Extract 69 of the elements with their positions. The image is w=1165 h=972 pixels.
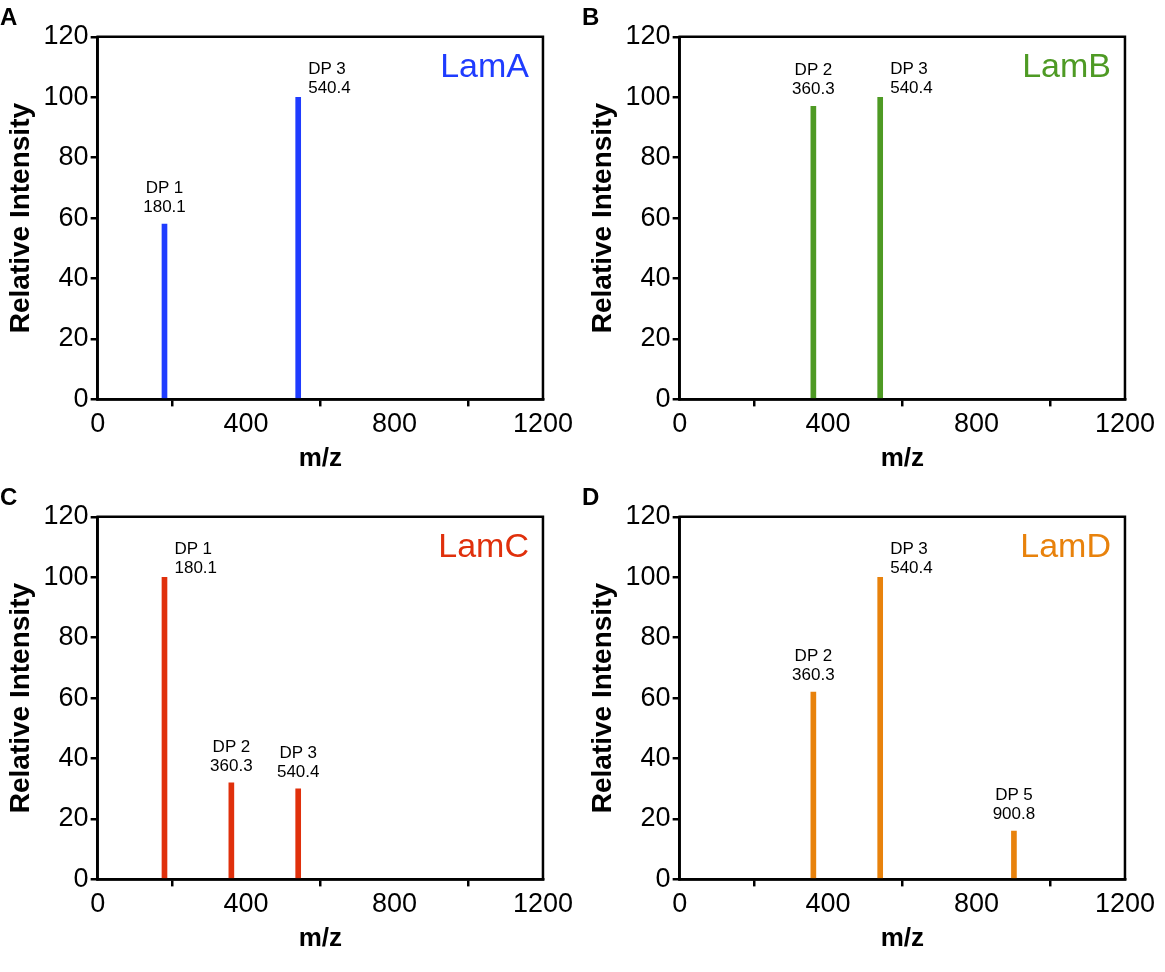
x-tick-label: 400: [805, 888, 851, 919]
annotation: DP 3 540.4: [308, 59, 351, 98]
y-tick-label: 100: [43, 560, 89, 591]
y-tick-label: 0: [655, 382, 671, 413]
x-tick-label: 800: [954, 408, 1000, 439]
y-tick-label: 80: [58, 621, 89, 652]
chart-title: C: [0, 483, 18, 511]
y-tick-label: 60: [58, 201, 89, 232]
annotation: DP 3 540.4: [890, 59, 933, 98]
bar: [1011, 830, 1017, 879]
y-tick-label: 20: [640, 322, 671, 353]
x-axis-title: m/z: [880, 441, 924, 472]
x-tick-label: 400: [223, 888, 269, 919]
y-axis-title: Relative Intensity: [585, 102, 617, 334]
x-tick-label: 1200: [1094, 408, 1156, 439]
y-tick-label: 20: [640, 802, 671, 833]
x-tick-label: 1200: [1094, 888, 1156, 919]
y-tick-label: 80: [640, 141, 671, 172]
x-tick-label: 400: [223, 408, 269, 439]
y-tick-label: 40: [58, 261, 89, 292]
text: LamB: [1022, 46, 1111, 85]
annotation: DP 3 540.4: [276, 742, 320, 781]
y-tick-label: 80: [58, 141, 89, 172]
x-tick-label: 1200: [512, 888, 574, 919]
x-tick-label: 800: [372, 408, 418, 439]
x-axis-title: m/z: [298, 921, 342, 952]
y-axis-title: Relative Intensity: [3, 102, 35, 334]
bar: [295, 788, 302, 879]
chart-title: A: [0, 3, 18, 31]
x-tick-label: 800: [372, 888, 418, 919]
annotation: DP 3 540.4: [890, 539, 933, 578]
annotation: DP 2 360.3: [210, 736, 253, 775]
annotation: DP 1 180.1: [143, 178, 186, 217]
x-axis-title: m/z: [298, 441, 342, 472]
y-tick-label: 120: [43, 500, 89, 531]
y-axis-title: Relative Intensity: [3, 582, 35, 814]
y-tick-label: 20: [58, 322, 89, 353]
y-tick-label: 20: [58, 802, 89, 833]
annotation: DP 5 900.8: [992, 785, 1036, 824]
y-tick-label: 60: [58, 681, 89, 712]
y-tick-label: 0: [73, 862, 89, 893]
x-tick-label: 800: [954, 888, 1000, 919]
x-tick-label: 400: [805, 408, 851, 439]
bar: [877, 576, 884, 879]
chart-title: D: [582, 483, 600, 511]
y-tick-label: 0: [73, 382, 89, 413]
y-tick-label: 100: [625, 560, 671, 591]
y-tick-label: 100: [625, 80, 671, 111]
text: LamD: [1020, 526, 1111, 565]
y-tick-label: 40: [640, 261, 671, 292]
text: LamA: [440, 46, 530, 85]
x-axis-title: m/z: [880, 921, 924, 952]
text: LamC: [438, 526, 529, 565]
x-tick-label: 1200: [512, 408, 574, 439]
y-tick-label: 60: [640, 681, 671, 712]
y-axis-title: Relative Intensity: [585, 582, 617, 814]
y-tick-label: 40: [640, 741, 671, 772]
y-tick-label: 60: [640, 201, 671, 232]
annotation: DP 2 360.3: [792, 60, 835, 99]
y-tick-label: 120: [625, 500, 671, 531]
annotation: DP 2 360.3: [792, 646, 835, 685]
y-tick-label: 120: [625, 20, 671, 51]
chart-title: B: [582, 3, 600, 31]
y-tick-label: 40: [58, 741, 89, 772]
y-tick-label: 0: [655, 862, 671, 893]
annotation: DP 1 180.1: [174, 539, 218, 578]
y-tick-label: 120: [43, 20, 89, 51]
y-tick-label: 80: [640, 621, 671, 652]
y-tick-label: 100: [43, 80, 89, 111]
